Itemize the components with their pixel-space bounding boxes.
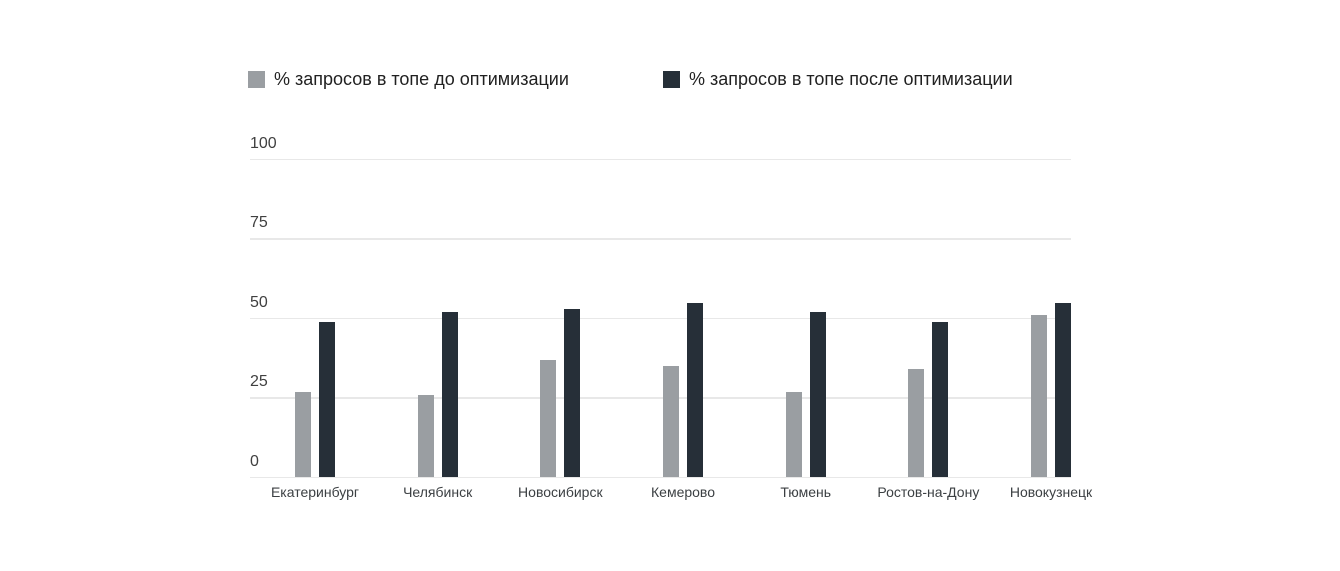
x-axis-category-label: Тюмень [780, 484, 832, 500]
y-axis-tick-label: 100 [250, 134, 277, 152]
gridline [250, 476, 1071, 479]
legend-label-after: % запросов в топе после оптимизации [689, 68, 1013, 89]
bar-after-optimization [809, 312, 826, 478]
gridline [250, 158, 1071, 161]
bar-before-optimization [417, 394, 434, 478]
bar-after-optimization [319, 321, 335, 478]
bar-before-optimization [1031, 315, 1048, 478]
x-axis-category-label: Екатеринбург [270, 484, 360, 500]
gridline [250, 238, 1071, 240]
legend-label-before: % запросов в топе до оптимизации [274, 68, 569, 89]
gridline [250, 317, 1071, 320]
y-axis-tick-label: 75 [250, 214, 268, 231]
bar-before-optimization [785, 391, 802, 478]
bar-before-optimization [663, 366, 679, 478]
bar-after-optimization [1055, 302, 1072, 478]
bar-after-optimization [687, 302, 703, 478]
bar-after-optimization [564, 308, 581, 478]
legend-item-after: % запросов в топе после оптимизации [663, 66, 1013, 92]
x-axis-category-label: Новокузнецк [1009, 484, 1093, 500]
x-axis-category-label: Челябинск [403, 484, 473, 500]
legend-swatch-after-icon [663, 70, 680, 88]
y-axis-tick-label: 0 [250, 452, 259, 470]
y-axis-tick-label: 25 [250, 373, 268, 390]
bar-before-optimization [908, 369, 925, 478]
bar-before-optimization [540, 359, 557, 478]
bar-after-optimization [932, 321, 949, 478]
legend-swatch-before-icon [248, 70, 265, 88]
bar-before-optimization [295, 391, 311, 478]
legend-item-before: % запросов в топе до оптимизации [248, 66, 569, 92]
x-axis-category-label: Кемерово [651, 484, 715, 500]
x-axis-category-label: Ростов-на-Дону [877, 484, 980, 500]
x-axis-category-label: Новосибирск [518, 484, 603, 500]
bar-after-optimization [441, 312, 458, 478]
gridline [250, 397, 1071, 399]
y-axis-tick-label: 50 [250, 293, 268, 311]
